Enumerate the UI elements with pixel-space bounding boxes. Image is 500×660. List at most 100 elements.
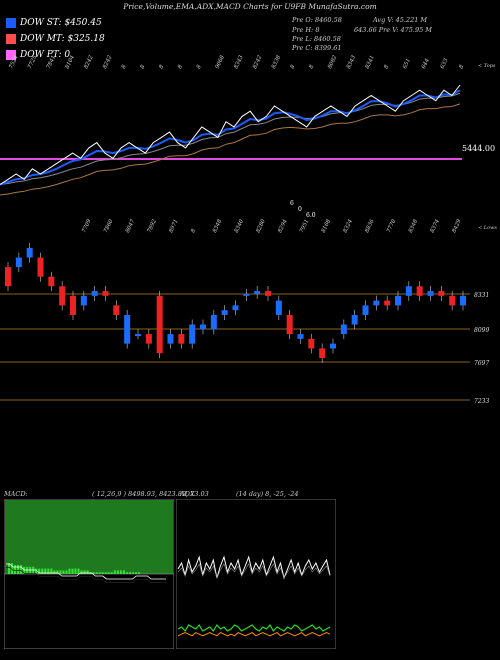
candle-body: [373, 300, 380, 306]
macd-hist-bar: [104, 572, 107, 574]
top-label: 7725: [27, 55, 39, 70]
y-tick-label: 7233: [474, 398, 489, 405]
macd-hist-bar: [92, 572, 95, 574]
macd-hist-bar: [113, 570, 116, 574]
candle-body: [91, 291, 98, 296]
macd-hist-bar: [23, 566, 26, 574]
macd-hist-bar: [98, 572, 101, 574]
macd-hist-bar: [71, 568, 74, 574]
dow-pt-swatch: [6, 50, 16, 60]
tops-label: < Tops: [478, 63, 496, 69]
macd-hist-bar: [62, 570, 65, 574]
stat-pre-c: Pre C: 8399.61: [292, 44, 342, 52]
macd-hist-bar: [122, 570, 125, 574]
candle-body: [178, 334, 185, 344]
candle-body: [156, 295, 163, 354]
chart-title: Price,Volume,EMA,ADX,MACD Charts for U9F…: [123, 2, 377, 11]
macd-hist-bar: [68, 568, 71, 574]
macd-hist-bar: [138, 572, 140, 574]
macd-hist-bar: [35, 568, 38, 574]
candle-body: [275, 300, 282, 315]
candle-body: [384, 300, 391, 306]
macd-hist-bar: [53, 570, 56, 574]
top-label: 644: [421, 57, 431, 70]
macd-hist-bar: [131, 572, 134, 574]
bottom-label: 7892: [147, 218, 159, 234]
dow-st-swatch: [6, 18, 16, 28]
bottom-label: 7860: [103, 218, 115, 234]
candle-body: [124, 314, 131, 344]
candlestick-chart: 8331 8099 7697 7233: [0, 243, 489, 405]
candle-body: [221, 310, 228, 315]
top-label: 8242: [83, 55, 95, 70]
candle-body: [189, 324, 196, 344]
price-ema-chart: 7524 7725 7841 8104 8242 8242 8 8 8 8 8 9068 8343 824…: [0, 55, 497, 234]
macd-hist-bar: [116, 570, 119, 574]
candle-body: [460, 295, 466, 306]
y-tick-label: 8331: [474, 292, 489, 299]
top-label: 8: [158, 64, 165, 70]
stat-pre-l: Pre L: 8460.58: [292, 35, 341, 43]
candle-body: [15, 257, 22, 268]
stat-h-extra: 643.66 Pre V: 475.95 M: [354, 26, 432, 34]
bottom-label: 7951: [299, 219, 310, 234]
y-tick-label: 7697: [474, 360, 489, 367]
top-label: 8: [308, 64, 315, 70]
macd-hist-bar: [56, 570, 59, 574]
macd-hist-bar: [17, 565, 20, 574]
adx-label: ADX: [180, 490, 195, 498]
adx-green-line: [177, 623, 331, 633]
macd-label: MACD:: [4, 490, 28, 498]
macd-hist-bar: [65, 570, 68, 574]
candle-body: [351, 314, 358, 325]
top-label: 8: [458, 64, 465, 70]
top-label: 8: [290, 64, 297, 70]
candle-body: [135, 334, 141, 337]
top-label: 8338: [271, 55, 283, 70]
macd-hist-bar: [59, 570, 62, 574]
candle-body: [48, 276, 55, 287]
candle-body: [80, 295, 87, 306]
macd-hist-bar: [128, 572, 131, 574]
candle-body: [232, 305, 239, 311]
macd-hist-bar: [47, 568, 50, 574]
macd-hist-bar: [107, 572, 110, 574]
macd-params: ( 12,26,9 ) 8498.93, 8423.89, 73.03: [92, 490, 209, 498]
top-label: 9068: [215, 55, 227, 70]
candle-body: [330, 343, 336, 349]
bottom-label: 8: [190, 228, 197, 234]
candle-body: [243, 293, 250, 296]
stat-pre-h: Pre H: 8: [292, 26, 320, 34]
candle-body: [297, 334, 304, 339]
bottom-label: 7770: [386, 218, 398, 234]
top-label: 7841: [46, 55, 57, 70]
top-label: 8: [121, 64, 128, 70]
macd-hist-bar: [50, 568, 53, 574]
macd-hist-bar: [41, 568, 44, 574]
macd-hist-bar: [80, 570, 83, 574]
top-label: 8343: [233, 55, 245, 70]
adx-grey-line: [177, 563, 331, 579]
bottom-label: 8294: [277, 218, 289, 234]
candle-body: [438, 291, 445, 296]
mid-axis-label: 6.0: [306, 212, 316, 219]
dow-st-legend: DOW ST: $450.45: [6, 18, 102, 28]
top-label: 8082: [327, 55, 339, 70]
bottom-label: 8836: [364, 218, 376, 234]
top-label: 7524: [8, 55, 20, 70]
candle-body: [319, 348, 326, 358]
macd-hist-bar: [125, 572, 128, 574]
top-label: 8242: [102, 55, 114, 70]
candle-body: [449, 295, 456, 306]
top-label: 633: [440, 57, 450, 70]
candle-body: [37, 257, 44, 277]
adx-params: (14 day) 8, -25, -24: [236, 490, 299, 498]
candle-body: [416, 286, 423, 296]
macd-line: [6, 563, 166, 580]
candle-body: [308, 338, 315, 349]
macd-hist-bar: [77, 568, 80, 574]
bottom-label: 8348: [408, 218, 420, 234]
bottom-label: 8047: [125, 218, 137, 234]
stat-avg-v: Avg V: 45.221 M: [373, 16, 428, 24]
price-line-label: 5444.00: [462, 144, 495, 153]
